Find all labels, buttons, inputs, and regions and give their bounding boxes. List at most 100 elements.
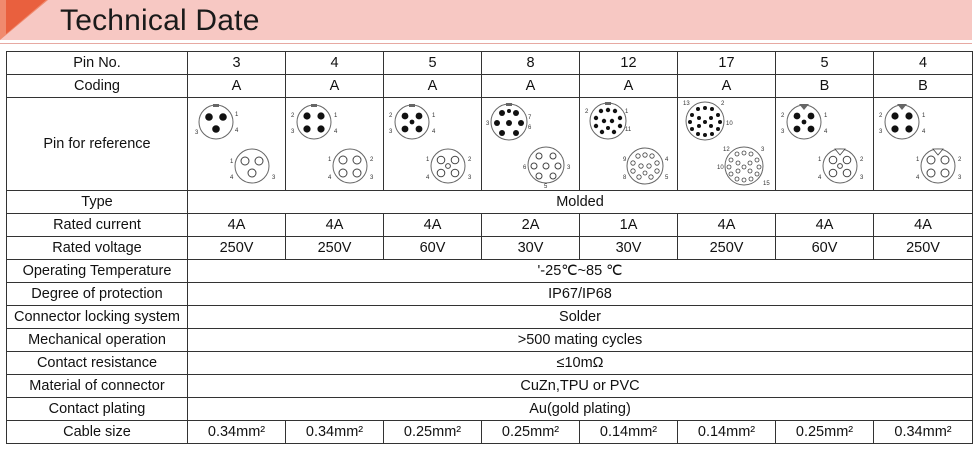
svg-text:12: 12	[723, 147, 730, 153]
cell-rated-voltage: 250V	[187, 236, 286, 260]
row-material: Material of connector CuZn,TPU or PVC	[6, 374, 973, 398]
label-coding: Coding	[6, 74, 188, 98]
svg-text:6: 6	[523, 165, 527, 171]
cell-coding: A	[187, 74, 286, 98]
row-operating-temperature: Operating Temperature '-25℃~85 ℃	[6, 259, 973, 283]
pin-diagram-17a-icon: 13 2 10 12 3 10 15	[677, 97, 776, 191]
label-pin-no: Pin No.	[6, 51, 188, 75]
cell-rated-voltage: 30V	[579, 236, 678, 260]
cell-cable-size: 0.25mm²	[383, 420, 482, 444]
header-divider	[0, 43, 972, 44]
label-cable-size: Cable size	[6, 420, 188, 444]
svg-text:4: 4	[334, 129, 338, 135]
cell-pin-no: 5	[775, 51, 874, 75]
svg-text:2: 2	[370, 157, 374, 163]
row-mechanical-operation: Mechanical operation >500 mating cycles	[6, 328, 973, 352]
cell-cable-size: 0.34mm²	[285, 420, 384, 444]
row-contact-resistance: Contact resistance ≤10mΩ	[6, 351, 973, 375]
svg-text:2: 2	[291, 113, 295, 119]
cell-coding: A	[481, 74, 580, 98]
svg-text:1: 1	[432, 113, 436, 119]
cell-contact-resistance: ≤10mΩ	[187, 351, 973, 375]
svg-text:1: 1	[328, 157, 332, 163]
svg-text:1: 1	[818, 157, 822, 163]
cell-pin-no: 12	[579, 51, 678, 75]
row-cable-size: Cable size 0.34mm² 0.34mm² 0.25mm² 0.25m…	[6, 420, 973, 444]
cell-pin-no: 17	[677, 51, 776, 75]
cell-cable-size: 0.14mm²	[579, 420, 678, 444]
cell-mechanical-operation: >500 mating cycles	[187, 328, 973, 352]
label-degree-of-protection: Degree of protection	[6, 282, 188, 306]
svg-text:3: 3	[468, 175, 472, 181]
row-rated-current: Rated current 4A 4A 4A 2A 1A 4A 4A 4A	[6, 213, 973, 237]
svg-text:1: 1	[625, 109, 629, 115]
cell-cable-size: 0.25mm²	[481, 420, 580, 444]
row-rated-voltage: Rated voltage 250V 250V 60V 30V 30V 250V…	[6, 236, 973, 260]
svg-text:11: 11	[625, 127, 632, 133]
cell-rated-current: 1A	[579, 213, 678, 237]
svg-text:8: 8	[623, 175, 627, 181]
svg-text:4: 4	[432, 129, 436, 135]
technical-data-table: Pin No. 3 4 5 8 12 17 5 4 Coding A A A A…	[6, 51, 973, 444]
pin-diagram-5b-icon: 2 3 1 4 1 4 2 3	[775, 97, 874, 191]
row-locking-system: Connector locking system Solder	[6, 305, 973, 329]
label-contact-plating: Contact plating	[6, 397, 188, 421]
cell-contact-plating: Au(gold plating)	[187, 397, 973, 421]
svg-text:6: 6	[528, 125, 532, 131]
label-rated-current: Rated current	[6, 213, 188, 237]
row-pin-reference: Pin for reference 3 1 4 1 4 3	[6, 97, 973, 191]
svg-text:5: 5	[544, 184, 548, 189]
cell-rated-current: 2A	[481, 213, 580, 237]
header-accent-triangle-inner	[6, 0, 46, 34]
svg-text:9: 9	[623, 157, 627, 163]
svg-text:3: 3	[860, 175, 864, 181]
cell-cable-size: 0.34mm²	[873, 420, 973, 444]
cell-rated-current: 4A	[873, 213, 973, 237]
label-mechanical-operation: Mechanical operation	[6, 328, 188, 352]
svg-text:3: 3	[389, 129, 393, 135]
svg-text:1: 1	[235, 112, 239, 118]
cell-rated-voltage: 250V	[285, 236, 384, 260]
cell-rated-current: 4A	[383, 213, 482, 237]
svg-text:4: 4	[818, 175, 822, 181]
svg-text:2: 2	[468, 157, 472, 163]
cell-cable-size: 0.14mm²	[677, 420, 776, 444]
svg-text:2: 2	[721, 101, 725, 107]
cell-coding: B	[775, 74, 874, 98]
svg-text:2: 2	[389, 113, 393, 119]
row-contact-plating: Contact plating Au(gold plating)	[6, 397, 973, 421]
row-degree-of-protection: Degree of protection IP67/IP68	[6, 282, 973, 306]
cell-rated-current: 4A	[187, 213, 286, 237]
svg-text:1: 1	[230, 159, 234, 165]
label-material: Material of connector	[6, 374, 188, 398]
cell-pin-no: 4	[285, 51, 384, 75]
svg-text:2: 2	[958, 157, 962, 163]
svg-text:1: 1	[824, 113, 828, 119]
svg-text:4: 4	[824, 129, 828, 135]
header-banner: Technical Date	[0, 0, 980, 46]
pin-diagram-4a-icon: 2 3 1 4 1 4 2 3	[285, 97, 384, 191]
cell-coding: A	[677, 74, 776, 98]
svg-text:4: 4	[665, 157, 669, 163]
cell-rated-voltage: 60V	[775, 236, 874, 260]
cell-operating-temperature: '-25℃~85 ℃	[187, 259, 973, 283]
svg-text:5: 5	[665, 175, 669, 181]
label-locking-system: Connector locking system	[6, 305, 188, 329]
svg-text:1: 1	[922, 113, 926, 119]
svg-text:3: 3	[879, 129, 883, 135]
cell-rated-current: 4A	[677, 213, 776, 237]
svg-text:10: 10	[726, 121, 733, 127]
pin-diagram-3a-icon: 3 1 4 1 4 3	[187, 97, 286, 191]
cell-coding: A	[579, 74, 678, 98]
label-type: Type	[6, 190, 188, 214]
svg-text:2: 2	[860, 157, 864, 163]
pin-diagram-5a-icon: 2 3 1 4 1 4 2 3	[383, 97, 482, 191]
svg-text:1: 1	[426, 157, 430, 163]
cell-rated-current: 4A	[775, 213, 874, 237]
pin-diagram-8a-icon: 3 7 6 6 3 5	[481, 97, 580, 191]
page-title: Technical Date	[60, 4, 260, 37]
svg-text:4: 4	[230, 175, 234, 181]
cell-type: Molded	[187, 190, 973, 214]
row-type: Type Molded	[6, 190, 973, 214]
cell-pin-no: 8	[481, 51, 580, 75]
